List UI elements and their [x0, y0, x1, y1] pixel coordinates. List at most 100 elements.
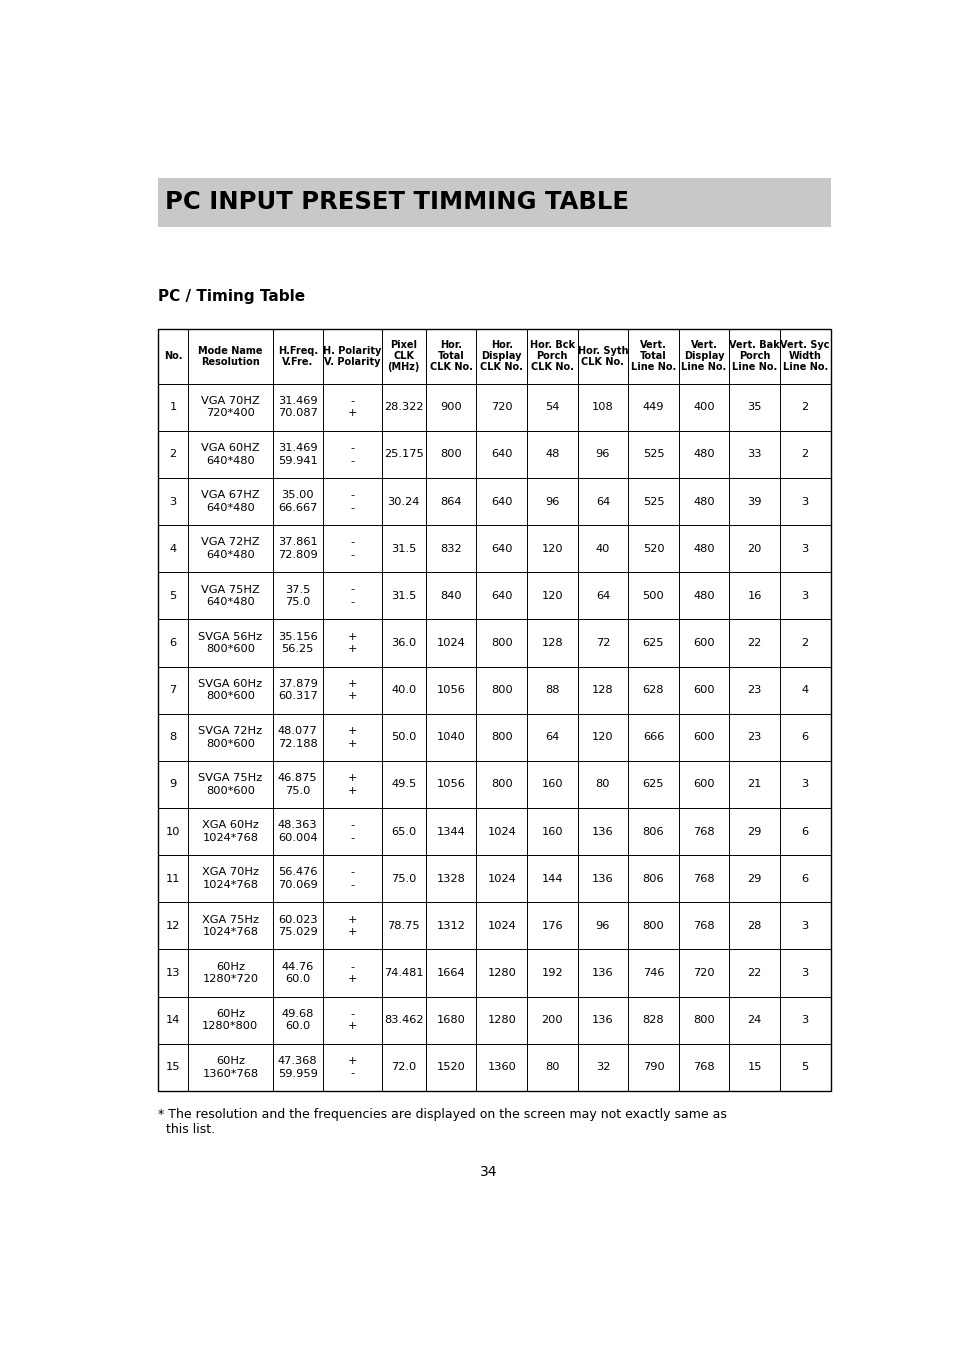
Text: 800: 800 — [642, 921, 663, 930]
Text: 13: 13 — [166, 968, 180, 977]
Text: -: - — [350, 961, 355, 972]
Text: -: - — [350, 868, 355, 877]
Text: 640: 640 — [491, 496, 512, 507]
Text: 800*600: 800*600 — [206, 786, 254, 795]
Text: 78.75: 78.75 — [387, 921, 419, 930]
Text: +: + — [347, 773, 356, 783]
Bar — [157, 178, 830, 227]
Text: -: - — [350, 538, 355, 548]
Text: 628: 628 — [642, 685, 663, 695]
Text: 5: 5 — [169, 591, 176, 600]
Text: CLK No.: CLK No. — [479, 362, 522, 372]
Text: VGA 67HZ: VGA 67HZ — [201, 491, 259, 500]
Text: 806: 806 — [642, 826, 663, 837]
Text: CLK No.: CLK No. — [429, 362, 472, 372]
Text: 5: 5 — [801, 1063, 808, 1072]
Text: 20: 20 — [746, 544, 761, 554]
Text: 24: 24 — [747, 1015, 760, 1025]
Text: 192: 192 — [541, 968, 562, 977]
Text: 49.68: 49.68 — [281, 1009, 314, 1019]
Text: 35: 35 — [746, 403, 761, 412]
Text: 6: 6 — [801, 733, 808, 742]
Text: 30.24: 30.24 — [387, 496, 419, 507]
Text: +: + — [347, 691, 356, 702]
Text: +: + — [347, 927, 356, 937]
Text: 1040: 1040 — [436, 733, 465, 742]
Text: 48.363: 48.363 — [277, 821, 317, 830]
Text: +: + — [347, 914, 356, 925]
Text: 1520: 1520 — [436, 1063, 465, 1072]
Text: 15: 15 — [166, 1063, 180, 1072]
Text: SVGA 56Hz: SVGA 56Hz — [198, 631, 262, 642]
Text: 80: 80 — [544, 1063, 559, 1072]
Text: +: + — [347, 408, 356, 419]
Text: 6: 6 — [801, 873, 808, 884]
Text: 39: 39 — [746, 496, 761, 507]
Text: VGA 72HZ: VGA 72HZ — [201, 538, 259, 548]
Text: 35.156: 35.156 — [277, 631, 317, 642]
Text: No.: No. — [164, 352, 182, 361]
Text: 72.188: 72.188 — [277, 738, 317, 749]
Text: 70.069: 70.069 — [277, 880, 317, 890]
Text: 136: 136 — [592, 873, 613, 884]
Text: 864: 864 — [440, 496, 461, 507]
Text: XGA 70Hz: XGA 70Hz — [202, 868, 258, 877]
Text: 520: 520 — [642, 544, 663, 554]
Text: 25.175: 25.175 — [383, 449, 423, 460]
Text: 31.5: 31.5 — [391, 591, 416, 600]
Text: 96: 96 — [595, 449, 609, 460]
Text: 40.0: 40.0 — [391, 685, 416, 695]
Text: Vert. Bak: Vert. Bak — [728, 341, 780, 350]
Text: 640*480: 640*480 — [206, 503, 254, 512]
Text: 2: 2 — [801, 449, 808, 460]
Text: 3: 3 — [801, 921, 808, 930]
Text: 75.0: 75.0 — [285, 786, 310, 795]
Text: 48.077: 48.077 — [277, 726, 317, 735]
Text: 1024: 1024 — [487, 873, 516, 884]
Text: 1024*768: 1024*768 — [202, 833, 258, 842]
Text: 8: 8 — [169, 733, 176, 742]
Text: 48: 48 — [544, 449, 558, 460]
Text: 828: 828 — [642, 1015, 663, 1025]
Text: -: - — [350, 821, 355, 830]
Text: 64: 64 — [595, 496, 609, 507]
Text: PC INPUT PRESET TIMMING TABLE: PC INPUT PRESET TIMMING TABLE — [165, 191, 628, 215]
Text: 75.0: 75.0 — [391, 873, 416, 884]
Text: Porch: Porch — [536, 352, 567, 361]
Text: 480: 480 — [693, 544, 714, 554]
Text: 480: 480 — [693, 449, 714, 460]
Text: 83.462: 83.462 — [384, 1015, 423, 1025]
Text: 1024: 1024 — [436, 638, 465, 648]
Text: 44.76: 44.76 — [281, 961, 314, 972]
Text: 59.941: 59.941 — [277, 456, 317, 465]
Text: 666: 666 — [642, 733, 663, 742]
Text: Hor. Bck: Hor. Bck — [529, 341, 575, 350]
Text: +: + — [347, 1021, 356, 1032]
Text: 800: 800 — [491, 638, 512, 648]
Text: 64: 64 — [595, 591, 609, 600]
Text: -: - — [350, 550, 355, 560]
Text: 33: 33 — [746, 449, 761, 460]
Text: 54: 54 — [544, 403, 558, 412]
Text: 23: 23 — [746, 685, 761, 695]
Text: 800*600: 800*600 — [206, 738, 254, 749]
Text: 600: 600 — [693, 638, 714, 648]
Text: 1664: 1664 — [436, 968, 465, 977]
Text: 625: 625 — [642, 638, 663, 648]
Text: +: + — [347, 738, 356, 749]
Text: 800: 800 — [491, 685, 512, 695]
Text: CLK: CLK — [393, 352, 414, 361]
Text: 64: 64 — [544, 733, 558, 742]
Text: 1056: 1056 — [436, 685, 465, 695]
Text: 60.317: 60.317 — [277, 691, 317, 702]
Text: 59.959: 59.959 — [277, 1068, 317, 1079]
Text: 400: 400 — [693, 403, 714, 412]
Text: 600: 600 — [693, 685, 714, 695]
Text: 1280: 1280 — [487, 1015, 516, 1025]
Text: 32: 32 — [595, 1063, 609, 1072]
Text: 1360*768: 1360*768 — [202, 1068, 258, 1079]
Text: 60.0: 60.0 — [285, 1021, 310, 1032]
Text: 40: 40 — [595, 544, 609, 554]
Text: 31.469: 31.469 — [277, 443, 317, 453]
Text: -: - — [350, 456, 355, 465]
